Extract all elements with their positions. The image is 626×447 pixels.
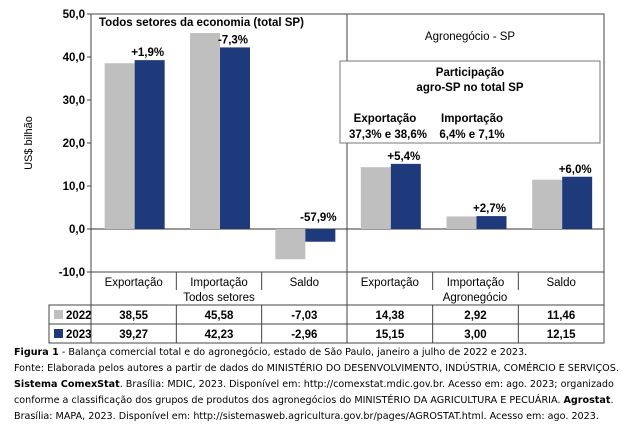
group-label-total: Todos setores bbox=[183, 292, 255, 304]
bar-2023-3 bbox=[390, 163, 421, 229]
group-label-agro: Agronegócio bbox=[443, 292, 508, 304]
table-value-2023-4: 3,00 bbox=[464, 329, 486, 341]
caption-agrostat: conforme a classificação dos grupos de p… bbox=[14, 393, 618, 408]
category-label-1: Importação bbox=[190, 277, 248, 289]
category-label-5: Saldo bbox=[546, 277, 575, 289]
bar-2022-1 bbox=[190, 33, 220, 230]
y-tick-label: 20,0 bbox=[63, 138, 85, 150]
table-value-2022-3: 14,38 bbox=[375, 310, 404, 322]
category-label-4: Importação bbox=[447, 277, 505, 289]
legend-label-2022: 2022 bbox=[66, 310, 92, 322]
caption-source: Fonte: Elaborada pelos autores a partir … bbox=[14, 361, 619, 376]
y-tick-label: 50,0 bbox=[63, 9, 85, 21]
caption-comexstat-bold: Sistema ComexStat bbox=[14, 379, 120, 390]
legend-swatch-2023 bbox=[54, 329, 63, 338]
caption-figure: Figura 1 - Balança comercial total e do … bbox=[14, 345, 618, 360]
category-label-3: Exportação bbox=[361, 277, 419, 289]
y-tick-label: -10,0 bbox=[59, 267, 85, 279]
panel-title-total: Todos setores da economia (total SP) bbox=[99, 17, 304, 29]
y-axis: -10,0 0,0 10,0 20,0 30,0 40,0 50,0 bbox=[59, 9, 91, 279]
caption-agrostat-end: . bbox=[610, 395, 614, 406]
caption-mapa-line: Brasília: MAPA, 2023. Disponível em: htt… bbox=[14, 411, 599, 422]
bar-2022-2 bbox=[275, 229, 306, 260]
bar-2022-3 bbox=[360, 167, 391, 229]
panel-title-agro: Agronegócio - SP bbox=[425, 31, 515, 43]
bar-2023-5 bbox=[562, 176, 593, 229]
caption-figure-text: - Balança comercial total e do agronegóc… bbox=[58, 347, 528, 358]
participation-import-value: 6,4% e 7,1% bbox=[439, 129, 504, 141]
bar-2023-1 bbox=[220, 47, 250, 230]
change-label-3: +5,4% bbox=[387, 151, 420, 163]
table-value-2023-5: 12,15 bbox=[547, 329, 576, 341]
participation-export-label: Exportação bbox=[354, 113, 417, 125]
participation-subtitle: agro-SP no total SP bbox=[416, 82, 523, 94]
table-value-2022-1: 45,58 bbox=[205, 310, 234, 322]
legend-swatch-2022 bbox=[54, 310, 63, 319]
chart: -10,00,010,020,030,040,050,0 US$ bilhão … bbox=[23, 9, 605, 344]
y-tick-label: 10,0 bbox=[63, 181, 85, 193]
table-value-2022-2: -7,03 bbox=[291, 310, 317, 322]
table-value-2022-4: 2,92 bbox=[464, 310, 486, 322]
y-axis-label: US$ bilhão bbox=[23, 116, 35, 170]
y-tick-label: 40,0 bbox=[63, 52, 85, 64]
table-value-2023-3: 15,15 bbox=[375, 329, 404, 341]
participation-export-value: 37,3% e 38,6% bbox=[349, 129, 427, 141]
category-label-0: Exportação bbox=[105, 277, 163, 289]
participation-box bbox=[339, 60, 601, 144]
participation-title: Participação bbox=[436, 67, 504, 79]
change-label-4: +2,7% bbox=[473, 203, 506, 215]
y-tick-label: 0,0 bbox=[69, 224, 85, 236]
bar-2023-4 bbox=[476, 216, 507, 229]
bar-2022-4 bbox=[446, 216, 477, 229]
data-table: Todos setores Agronegócio 2022 2023 38,55… bbox=[48, 292, 605, 344]
bar-2022-5 bbox=[532, 179, 563, 229]
category-label-2: Saldo bbox=[290, 277, 319, 289]
bars bbox=[104, 33, 593, 260]
change-label-1: -7,3% bbox=[218, 34, 248, 46]
table-value-2022-0: 38,55 bbox=[119, 310, 148, 322]
bar-2023-0 bbox=[134, 60, 165, 229]
caption-source-line: Fonte: Elaborada pelos autores a partir … bbox=[14, 363, 619, 374]
table-value-2023-1: 42,23 bbox=[205, 329, 234, 341]
category-labels: Exportação Importação Saldo Exportação Impor… bbox=[90, 272, 605, 305]
caption-comexstat-text: . Brasília: MDIC, 2023. Disponível em: h… bbox=[119, 379, 614, 390]
caption-figure-label: Figura 1 bbox=[14, 347, 59, 358]
legend-label-2023: 2023 bbox=[66, 329, 92, 341]
caption-comexstat: Sistema ComexStat. Brasília: MDIC, 2023.… bbox=[14, 377, 618, 392]
change-label-2: -57,9% bbox=[300, 212, 336, 224]
change-label-0: +1,9% bbox=[131, 47, 164, 59]
caption-agrostat-text: conforme a classificação dos grupos de p… bbox=[14, 395, 564, 406]
bar-2023-2 bbox=[305, 229, 336, 242]
change-labels: +1,9% -7,3% -57,9% +5,4% +2,7% +6,0% bbox=[131, 34, 591, 224]
bar-2022-0 bbox=[104, 63, 135, 229]
table-value-2023-0: 39,27 bbox=[119, 329, 148, 341]
participation-import-label: Importação bbox=[441, 113, 503, 125]
caption-mapa: Brasília: MAPA, 2023. Disponível em: htt… bbox=[14, 409, 618, 424]
y-tick-label: 30,0 bbox=[63, 95, 85, 107]
table-value-2022-5: 11,46 bbox=[547, 310, 575, 322]
change-label-5: +6,0% bbox=[559, 164, 592, 176]
table-value-2023-2: -2,96 bbox=[291, 329, 317, 341]
caption-agrostat-bold: Agrostat bbox=[563, 395, 611, 406]
